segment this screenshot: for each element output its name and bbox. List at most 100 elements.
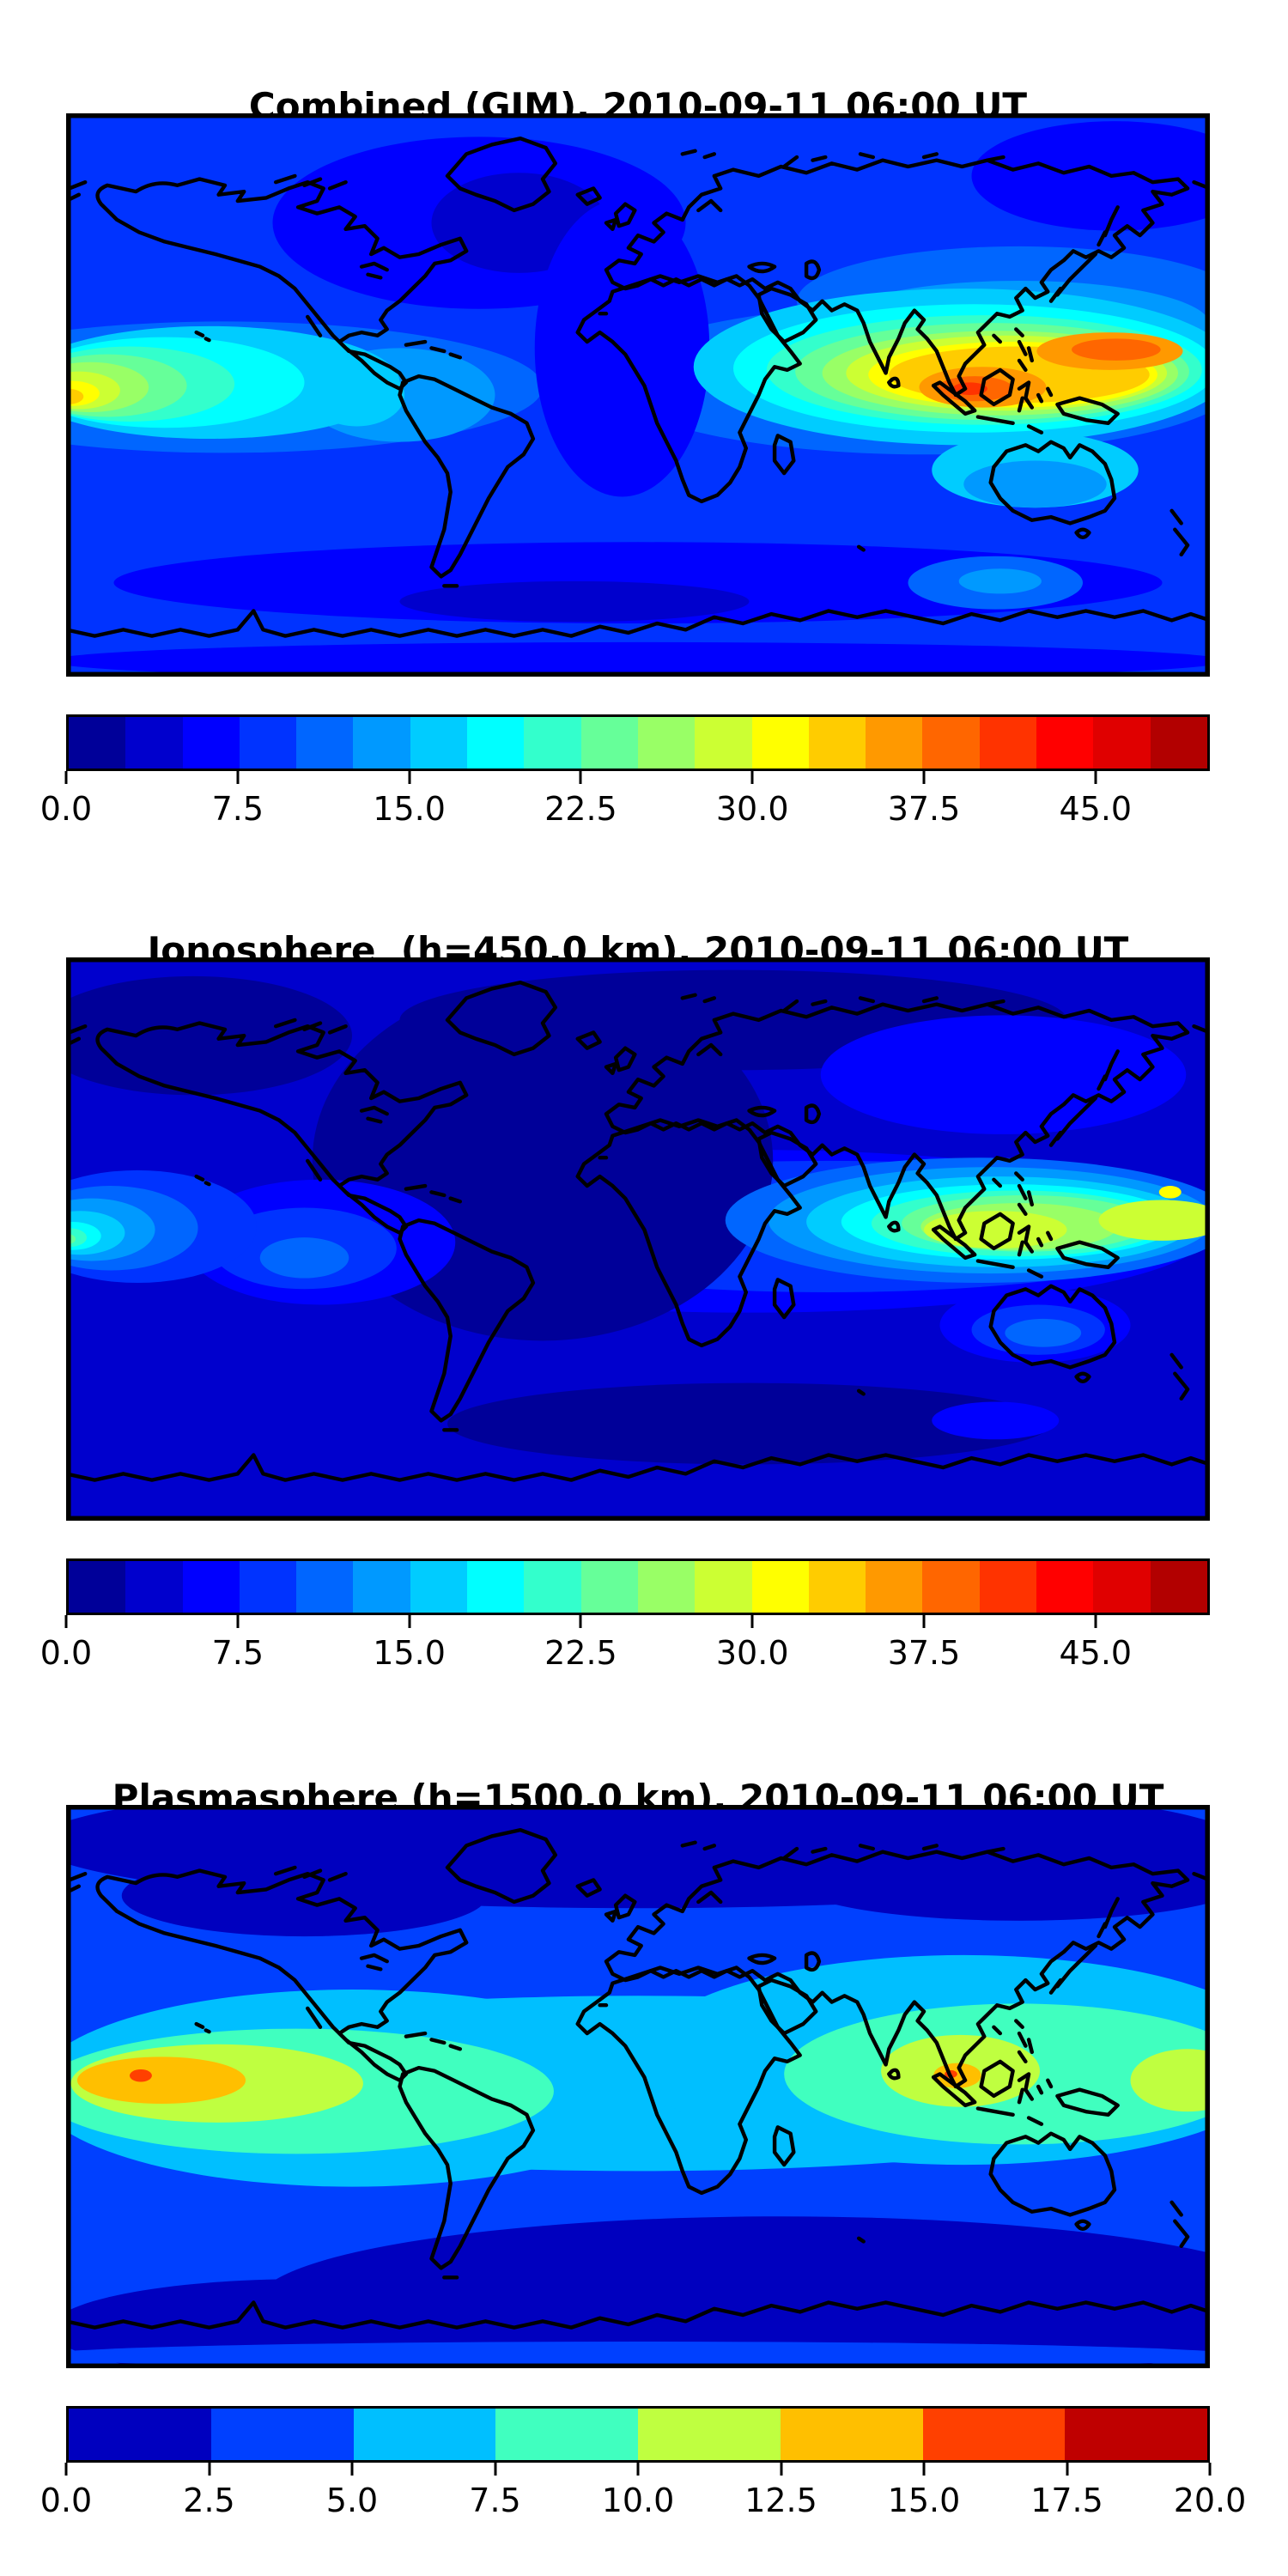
contour-level-region bbox=[932, 1401, 1060, 1440]
colorbar-tick-mark bbox=[494, 2463, 496, 2476]
colorbar-tick-mark bbox=[579, 771, 582, 784]
colorbar-tick-label: 37.5 bbox=[887, 790, 961, 828]
colorbar-labels-plasmasphere: 0.0 2.5 5.0 7.5 10.0 12.5 15.0 17.5 20.0 bbox=[40, 2482, 1247, 2524]
colorbar-tick-label: 30.0 bbox=[715, 790, 789, 828]
colorbar-segment bbox=[922, 2409, 1066, 2460]
contour-level-region bbox=[66, 641, 1210, 677]
colorbar-tick-label: 10.0 bbox=[601, 2482, 675, 2519]
contour-level-region bbox=[820, 1015, 1187, 1134]
colorbar-segment bbox=[922, 717, 980, 769]
contour-level-region bbox=[788, 1839, 1210, 1921]
colorbar-tick-mark bbox=[208, 2463, 210, 2476]
colorbar-segment bbox=[1036, 1561, 1094, 1613]
colorbar-tick-mark bbox=[579, 1615, 582, 1628]
colorbar-segment bbox=[866, 717, 923, 769]
colorbar-tick-label: 45.0 bbox=[1059, 1634, 1133, 1672]
contour-map-canvas bbox=[66, 957, 1210, 1521]
colorbar-segment bbox=[638, 2409, 781, 2460]
colorbar-tick-mark bbox=[408, 771, 411, 784]
world-map-combined bbox=[66, 113, 1210, 677]
world-map-plasmasphere bbox=[66, 1805, 1210, 2368]
colorbar-segment bbox=[524, 717, 581, 769]
colorbar-tick-mark bbox=[350, 2463, 354, 2476]
colorbar-segment bbox=[1150, 1561, 1207, 1613]
colorbar-segment bbox=[410, 1561, 468, 1613]
colorbar-segment bbox=[239, 1561, 297, 1613]
colorbar-tick-mark bbox=[922, 2463, 926, 2476]
colorbar-segment bbox=[979, 717, 1037, 769]
contour-level-region bbox=[958, 568, 1042, 594]
colorbar-segment bbox=[979, 1561, 1037, 1613]
colorbar-tick-label: 7.5 bbox=[211, 1634, 264, 1672]
colorbar-tick-mark bbox=[1066, 2463, 1068, 2476]
colorbar-segment bbox=[296, 1561, 354, 1613]
colorbar-segment bbox=[1093, 717, 1151, 769]
colorbar-segment bbox=[210, 2409, 354, 2460]
colorbar-segment bbox=[495, 2409, 638, 2460]
colorbar-tick-mark bbox=[636, 2463, 640, 2476]
contour-level-region bbox=[399, 580, 750, 623]
colorbar-tick-label: 7.5 bbox=[469, 2482, 521, 2519]
colorbar-tick-label: 0.0 bbox=[39, 790, 93, 828]
colorbar-segment bbox=[410, 717, 468, 769]
contour-level-region bbox=[76, 2057, 246, 2105]
colorbar-segment bbox=[353, 1561, 410, 1613]
colorbar-combined bbox=[66, 714, 1210, 771]
colorbar-segment bbox=[808, 717, 866, 769]
colorbar-tick-label: 22.5 bbox=[544, 790, 617, 828]
map-border bbox=[66, 113, 1210, 677]
colorbar-segment bbox=[69, 717, 126, 769]
colorbar-segment bbox=[637, 1561, 696, 1613]
contour-level-region bbox=[130, 2069, 152, 2082]
colorbar-tick-mark bbox=[750, 1615, 754, 1628]
colorbar-segment bbox=[1093, 1561, 1151, 1613]
contour-level-region bbox=[933, 2063, 981, 2088]
colorbar-segment bbox=[69, 2409, 211, 2460]
colorbar-segment bbox=[866, 1561, 923, 1613]
colorbar-segment bbox=[467, 717, 525, 769]
colorbar-tick-label: 17.5 bbox=[1030, 2482, 1103, 2519]
colorbar-tick-label: 15.0 bbox=[887, 2482, 961, 2519]
colorbar-tick-mark bbox=[236, 771, 240, 784]
map-border bbox=[66, 1805, 1210, 2368]
colorbar-segment bbox=[1036, 717, 1094, 769]
colorbar-segment bbox=[125, 717, 183, 769]
colorbar-segment bbox=[695, 1561, 752, 1613]
colorbar-tick-label: 2.5 bbox=[183, 2482, 235, 2519]
colorbar-tick-label: 12.5 bbox=[744, 2482, 817, 2519]
colorbar-segment bbox=[182, 1561, 240, 1613]
colorbar-tick-mark bbox=[780, 2463, 782, 2476]
contour-level-region bbox=[963, 460, 1107, 508]
colorbar-segment bbox=[353, 717, 410, 769]
contour-level-region bbox=[971, 121, 1210, 231]
colorbar-segment bbox=[922, 1561, 980, 1613]
colorbar-tick-mark bbox=[64, 771, 68, 784]
colorbar-ticks-combined bbox=[64, 771, 1210, 785]
colorbar-tick-mark bbox=[64, 1615, 68, 1628]
map-border bbox=[66, 957, 1210, 1521]
colorbar-tick-label: 22.5 bbox=[544, 1634, 617, 1672]
colorbar-segment bbox=[751, 717, 809, 769]
colorbar-segment bbox=[69, 1561, 126, 1613]
colorbar-segment bbox=[524, 1561, 581, 1613]
colorbar-segment bbox=[353, 2409, 496, 2460]
colorbar-tick-label: 7.5 bbox=[211, 790, 264, 828]
colorbar-ticks-ionosphere bbox=[64, 1615, 1210, 1629]
contour-level-region bbox=[1158, 1186, 1182, 1199]
contour-map-canvas bbox=[66, 1805, 1210, 2368]
colorbar-tick-label: 15.0 bbox=[373, 790, 446, 828]
colorbar-segment bbox=[1065, 2409, 1207, 2460]
colorbar-segment bbox=[125, 1561, 183, 1613]
colorbar-tick-label: 30.0 bbox=[715, 1634, 789, 1672]
colorbar-segment bbox=[580, 717, 638, 769]
colorbar-segment bbox=[751, 1561, 809, 1613]
contour-level-region bbox=[1130, 2049, 1210, 2112]
colorbar-segment bbox=[1150, 717, 1207, 769]
contour-level-region bbox=[259, 1237, 349, 1279]
colorbar-tick-label: 20.0 bbox=[1173, 2482, 1247, 2519]
colorbar-tick-mark bbox=[750, 771, 754, 784]
colorbar-segment bbox=[182, 717, 240, 769]
contour-level-region bbox=[1098, 1200, 1210, 1241]
colorbar-segment bbox=[695, 717, 752, 769]
colorbar-tick-mark bbox=[408, 1615, 411, 1628]
